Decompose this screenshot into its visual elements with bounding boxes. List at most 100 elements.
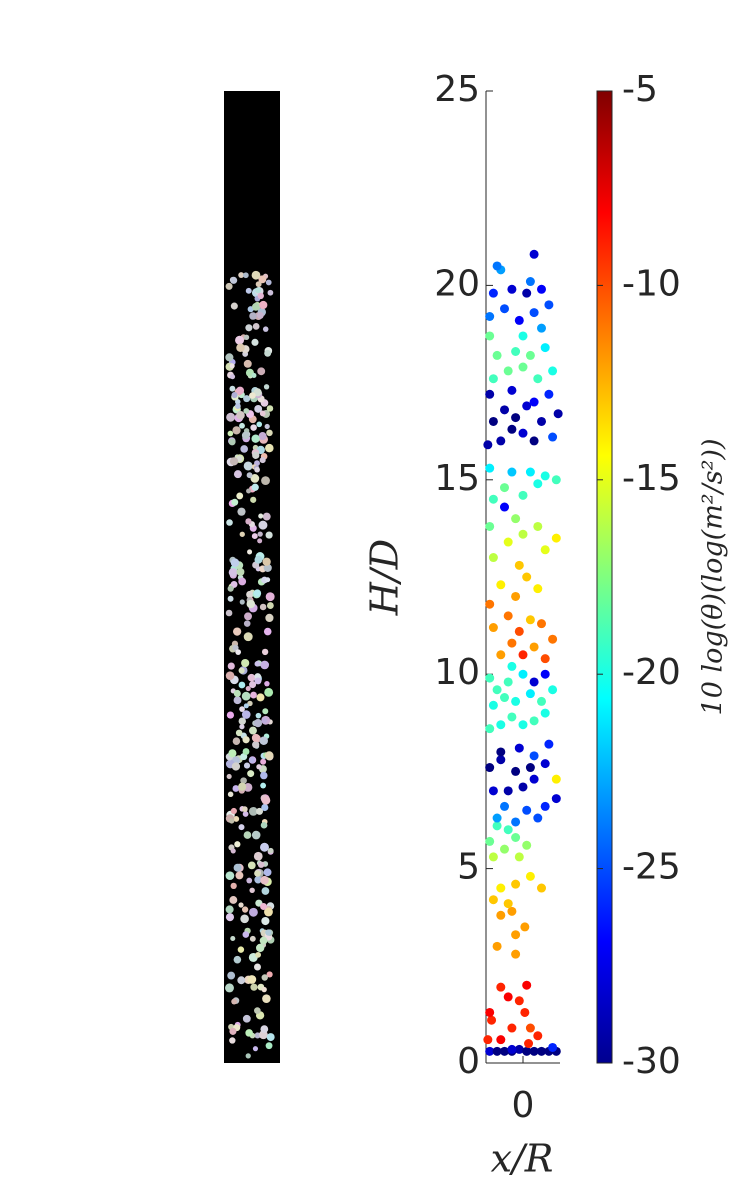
scatter-point: [511, 696, 521, 706]
scatter-point: [548, 634, 558, 644]
particle: [239, 599, 245, 605]
scatter-point: [544, 300, 554, 310]
scatter-point: [500, 693, 509, 703]
particle: [237, 946, 245, 953]
particle: [238, 681, 246, 689]
scatter-point: [518, 362, 528, 372]
scatter-point: [518, 720, 528, 730]
particle: [233, 863, 242, 872]
scatter-point: [503, 786, 513, 796]
particle: [258, 432, 267, 441]
particle: [230, 302, 238, 310]
particle: [261, 476, 270, 486]
particle: [243, 395, 251, 403]
y-tick-label: 15: [434, 458, 480, 499]
particle: [238, 577, 247, 586]
y-tick-label: 25: [434, 69, 480, 110]
particle: [250, 424, 257, 431]
colorbar: [596, 90, 613, 1064]
scatter-point: [488, 623, 498, 633]
scatter-point: [492, 821, 502, 831]
particle: [262, 326, 269, 332]
scatter-point: [511, 930, 521, 940]
scatter-point: [525, 763, 535, 773]
particle: [235, 729, 243, 737]
particle: [241, 906, 249, 913]
particle: [263, 627, 272, 636]
scatter-point: [548, 432, 558, 442]
scatter-point: [537, 416, 546, 426]
scatter-point: [496, 883, 506, 893]
scatter-point: [520, 1007, 530, 1017]
scatter-point: [500, 502, 509, 512]
particle: [265, 613, 274, 623]
particle: [229, 896, 238, 904]
particle: [255, 281, 262, 288]
particle: [236, 343, 245, 352]
scatter-point: [503, 992, 513, 1002]
particle: [265, 577, 271, 583]
scatter-point: [485, 1046, 495, 1056]
particle: [227, 971, 236, 980]
y-tick-label: 20: [434, 263, 480, 304]
particle: [225, 282, 233, 290]
scatter-point: [496, 982, 506, 992]
scatter-point: [488, 374, 498, 384]
particle: [261, 887, 270, 895]
scatter-point: [511, 766, 521, 776]
scatter-point: [503, 825, 513, 835]
scatter-point: [520, 922, 530, 932]
particle: [260, 782, 267, 789]
scatter-point: [525, 615, 535, 625]
particle: [243, 703, 249, 709]
particle: [245, 324, 253, 332]
particle: [236, 492, 244, 500]
particle: [236, 567, 245, 576]
particle: [259, 936, 268, 945]
particle: [260, 771, 268, 780]
scatter-point: [525, 1023, 535, 1033]
scatter-point: [496, 1035, 506, 1045]
particle: [254, 870, 261, 877]
scatter-point: [514, 996, 524, 1006]
particle: [229, 1027, 237, 1035]
particle: [243, 408, 250, 414]
particle: [246, 590, 254, 599]
scatter-point: [514, 315, 524, 325]
particle: [260, 903, 268, 910]
scatter-point: [500, 844, 509, 854]
particle: [242, 736, 250, 744]
scatter-point: [551, 533, 561, 543]
colorbar-label: 10 log(θ)(log(m²/s²)): [698, 439, 729, 716]
particle: [247, 673, 256, 682]
scatter-point: [522, 401, 532, 411]
scatter-point: [525, 689, 535, 699]
colorbar-tick-label: -25: [622, 847, 681, 888]
particle: [233, 689, 241, 697]
particle: [251, 270, 261, 280]
scatter-point: [529, 1046, 539, 1056]
particle: [225, 913, 235, 922]
scatter-point: [540, 545, 550, 555]
particle: [229, 363, 235, 369]
scatter-point: [485, 673, 495, 683]
colorbar-tick-label: -15: [622, 458, 681, 499]
particle: [258, 275, 267, 284]
scatter-point: [544, 389, 554, 399]
particle: [235, 399, 241, 405]
scatter-point: [511, 346, 521, 356]
particle: [263, 563, 272, 573]
particle: [237, 976, 246, 985]
particle: [228, 438, 236, 446]
scatter-point: [551, 774, 561, 784]
particle: [252, 451, 260, 459]
particle: [261, 803, 269, 812]
scatter-point: [540, 759, 550, 769]
scatter-point: [537, 323, 546, 333]
scatter-point: [537, 619, 546, 629]
particle: [263, 868, 272, 877]
particle: [235, 871, 244, 880]
scatter-point: [507, 284, 517, 294]
scatter-point: [525, 350, 535, 360]
